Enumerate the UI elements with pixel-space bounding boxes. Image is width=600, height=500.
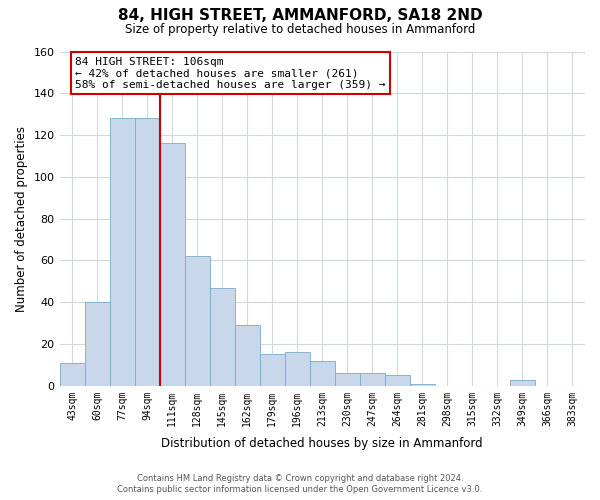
- X-axis label: Distribution of detached houses by size in Ammanford: Distribution of detached houses by size …: [161, 437, 483, 450]
- Bar: [110, 118, 134, 386]
- Bar: [160, 144, 185, 386]
- Bar: [85, 302, 110, 386]
- Bar: [360, 373, 385, 386]
- Bar: [310, 360, 335, 386]
- Bar: [209, 288, 235, 386]
- Text: 84 HIGH STREET: 106sqm
← 42% of detached houses are smaller (261)
58% of semi-de: 84 HIGH STREET: 106sqm ← 42% of detached…: [76, 56, 386, 90]
- Bar: [59, 363, 85, 386]
- Y-axis label: Number of detached properties: Number of detached properties: [15, 126, 28, 312]
- Bar: [410, 384, 435, 386]
- Bar: [510, 380, 535, 386]
- Bar: [260, 354, 285, 386]
- Bar: [385, 376, 410, 386]
- Bar: [335, 373, 360, 386]
- Bar: [185, 256, 209, 386]
- Bar: [134, 118, 160, 386]
- Text: Contains HM Land Registry data © Crown copyright and database right 2024.
Contai: Contains HM Land Registry data © Crown c…: [118, 474, 482, 494]
- Bar: [285, 352, 310, 386]
- Text: Size of property relative to detached houses in Ammanford: Size of property relative to detached ho…: [125, 22, 475, 36]
- Text: 84, HIGH STREET, AMMANFORD, SA18 2ND: 84, HIGH STREET, AMMANFORD, SA18 2ND: [118, 8, 482, 22]
- Bar: [235, 325, 260, 386]
